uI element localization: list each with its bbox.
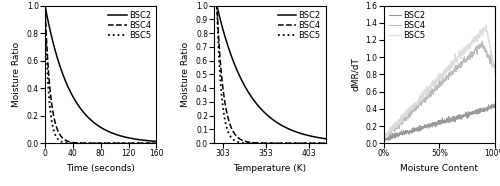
X-axis label: Time (seconds): Time (seconds) [66, 164, 135, 173]
BSC4 [154, 142, 160, 144]
BSC4 [431, 90, 437, 92]
BSC5 [106, 142, 112, 144]
BSC2 [138, 139, 144, 141]
BSC5 [455, 56, 461, 58]
BSC5 [154, 142, 160, 144]
BSC2 [431, 122, 437, 125]
BSC5 [296, 142, 302, 144]
BSC2 [464, 113, 470, 116]
BSC5 [492, 71, 498, 73]
BSC4 [49, 104, 55, 106]
X-axis label: Moisture Content: Moisture Content [400, 164, 478, 173]
BSC2 [154, 140, 160, 142]
BSC5 [307, 142, 313, 144]
BSC5 [464, 43, 470, 46]
BSC4 [42, 4, 48, 7]
BSC4 [410, 108, 416, 110]
X-axis label: Temperature (K): Temperature (K) [234, 164, 306, 173]
Line: BSC2: BSC2 [214, 6, 326, 139]
Line: BSC5: BSC5 [214, 6, 326, 143]
BSC2 [110, 132, 116, 134]
BSC2 [106, 131, 112, 133]
BSC5 [110, 142, 116, 144]
Y-axis label: Moisture Ratio: Moisture Ratio [12, 42, 21, 107]
BSC4 [212, 4, 218, 7]
Line: BSC4: BSC4 [214, 6, 326, 143]
BSC4 [455, 67, 461, 70]
BSC2 [296, 132, 302, 134]
BSC2 [382, 140, 388, 142]
BSC2 [49, 36, 55, 39]
BSC5 [126, 142, 132, 144]
BSC4 [400, 116, 406, 118]
BSC4 [279, 142, 285, 144]
BSC4 [322, 142, 328, 144]
BSC2 [492, 103, 498, 105]
BSC5 [322, 142, 328, 144]
Line: BSC5: BSC5 [45, 6, 156, 143]
BSC5 [218, 89, 224, 91]
Line: BSC4: BSC4 [45, 6, 156, 143]
BSC4 [110, 142, 116, 144]
BSC4 [138, 142, 144, 144]
Line: BSC2: BSC2 [45, 6, 156, 141]
BSC4 [106, 142, 112, 144]
Legend: BSC2, BSC4, BSC5: BSC2, BSC4, BSC5 [108, 10, 152, 41]
BSC5 [212, 4, 218, 7]
BSC2 [126, 137, 132, 139]
BSC5 [42, 4, 48, 7]
BSC5 [446, 65, 452, 68]
Y-axis label: dMR/dT: dMR/dT [350, 57, 360, 91]
Line: BSC2: BSC2 [384, 104, 495, 141]
BSC4 [126, 142, 132, 144]
BSC2 [410, 127, 416, 129]
BSC5 [431, 83, 437, 85]
Legend: BSC2, BSC4, BSC5: BSC2, BSC4, BSC5 [388, 10, 426, 41]
Y-axis label: Moisture Ratio: Moisture Ratio [182, 42, 190, 107]
BSC2 [42, 4, 48, 7]
BSC4 [381, 141, 387, 143]
BSC2 [212, 4, 218, 7]
BSC4 [113, 142, 119, 144]
BSC4 [492, 66, 498, 68]
BSC5 [410, 104, 416, 107]
BSC2 [400, 132, 406, 134]
Legend: BSC2, BSC4, BSC5: BSC2, BSC4, BSC5 [277, 10, 322, 41]
BSC5 [400, 115, 406, 118]
BSC4 [218, 70, 224, 72]
BSC2 [380, 136, 386, 138]
BSC5 [276, 142, 282, 144]
BSC4 [446, 74, 452, 76]
BSC2 [455, 115, 461, 117]
BSC2 [218, 22, 224, 24]
BSC5 [113, 142, 119, 144]
BSC4 [380, 138, 386, 140]
BSC5 [279, 142, 285, 144]
BSC2 [276, 123, 282, 125]
BSC5 [380, 139, 386, 141]
BSC2 [307, 135, 313, 137]
BSC4 [307, 142, 313, 144]
BSC2 [282, 126, 288, 128]
BSC5 [49, 121, 55, 123]
BSC2 [492, 105, 498, 108]
BSC4 [282, 142, 288, 144]
BSC4 [480, 40, 486, 43]
BSC4 [464, 58, 470, 61]
BSC2 [322, 138, 328, 140]
BSC4 [296, 142, 302, 144]
BSC5 [483, 24, 489, 26]
BSC2 [446, 119, 452, 121]
BSC4 [276, 142, 282, 144]
Line: BSC4: BSC4 [384, 41, 495, 142]
BSC5 [282, 142, 288, 144]
Line: BSC5: BSC5 [384, 25, 495, 140]
BSC5 [138, 142, 144, 144]
BSC2 [113, 133, 119, 136]
BSC2 [279, 124, 285, 127]
